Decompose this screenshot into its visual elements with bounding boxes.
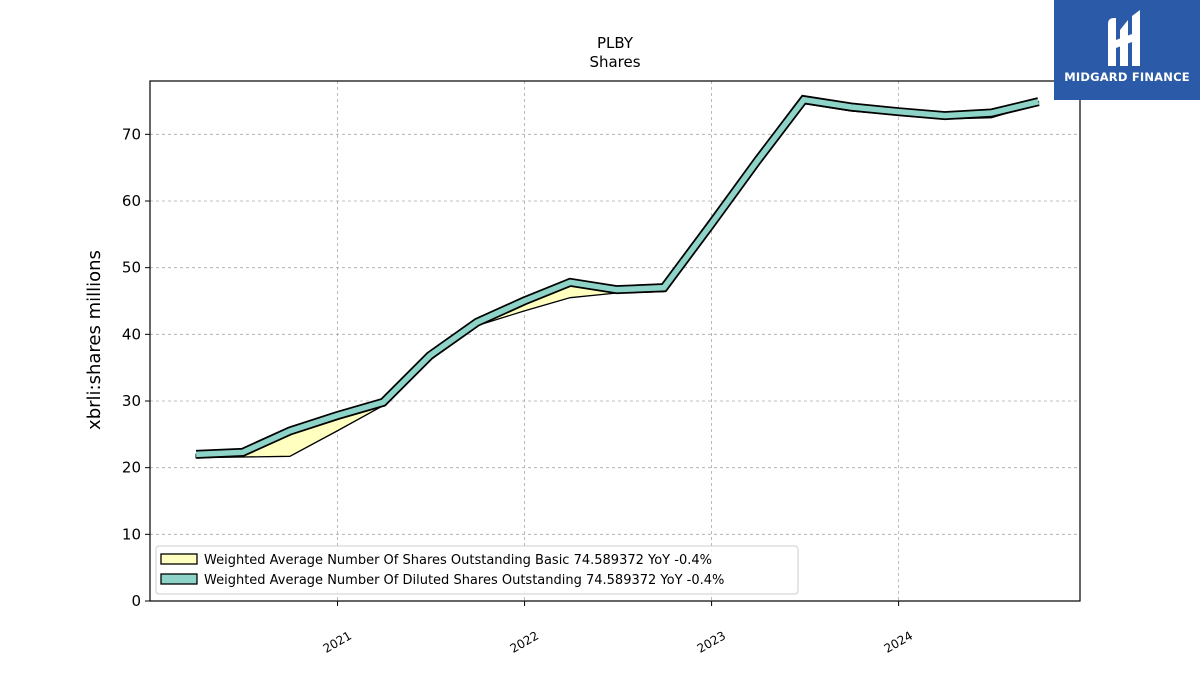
series-basic-area bbox=[195, 98, 1040, 459]
y-axis-label: xbrli:shares millions bbox=[84, 250, 105, 430]
legend: Weighted Average Number Of Shares Outsta… bbox=[155, 545, 799, 595]
chart-subtitle: Shares bbox=[589, 53, 640, 71]
series-layer bbox=[195, 94, 1040, 459]
grid-layer bbox=[150, 81, 1080, 601]
x-tick-label: 2023 bbox=[695, 628, 728, 655]
series-diluted-line bbox=[195, 96, 1040, 458]
y-tick-label: 60 bbox=[122, 192, 141, 210]
x-tick-label: 2021 bbox=[321, 628, 354, 655]
chart-title: PLBY bbox=[597, 34, 634, 52]
y-tick-label: 0 bbox=[131, 592, 141, 610]
x-tick-label: 2024 bbox=[882, 628, 915, 655]
legend-label: Weighted Average Number Of Shares Outsta… bbox=[204, 553, 712, 568]
y-tick-label: 30 bbox=[122, 392, 141, 410]
legend-box bbox=[155, 545, 799, 595]
midgard-logo-icon bbox=[1108, 10, 1140, 66]
x-tick-label: 2022 bbox=[508, 628, 541, 655]
legend-swatch bbox=[160, 573, 198, 585]
y-tick-label: 20 bbox=[122, 459, 141, 477]
y-tick-label: 50 bbox=[122, 259, 141, 277]
y-tick-label: 70 bbox=[122, 125, 141, 143]
legend-label: Weighted Average Number Of Diluted Share… bbox=[204, 573, 724, 588]
tick-layer: 0 10 20 30 40 50 60 70 2021 2022 2023 2024 bbox=[122, 125, 915, 656]
plot-frame bbox=[149, 80, 1081, 602]
legend-swatch bbox=[160, 553, 198, 565]
y-tick-label: 10 bbox=[122, 525, 141, 543]
y-tick-label: 40 bbox=[122, 325, 141, 343]
brand-name: MIDGARD FINANCE bbox=[1064, 70, 1190, 84]
brand-logo: MIDGARD FINANCE bbox=[1054, 0, 1200, 100]
